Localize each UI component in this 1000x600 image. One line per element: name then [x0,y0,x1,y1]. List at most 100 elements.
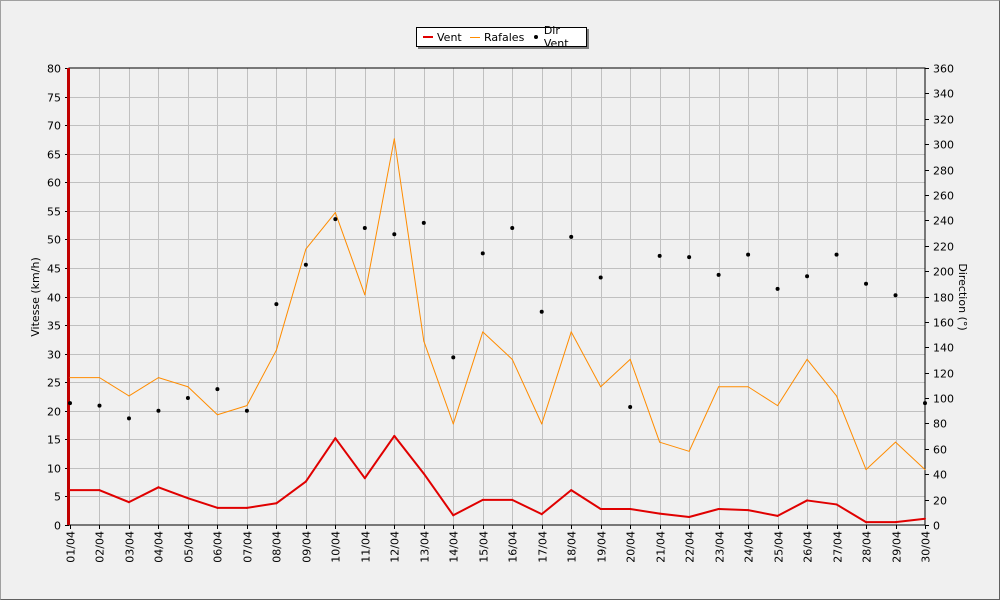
ticks: 0 5 10 15 20 25 30 35 40 45 50 55 60 65 70 75 80 0 20 40 60 8… [47,63,954,563]
y-tick-label: 20 [47,406,61,419]
series-vent-segment [186,497,219,509]
series-rafales-segment [216,405,248,416]
series-rafales-segment [747,386,779,407]
series-dir-vent-point [569,234,574,239]
x-tick-label: 03/04 [124,531,137,563]
x-tick-label: 22/04 [684,531,697,563]
series-dir-vent-point [657,253,662,258]
x-tick-label: 19/04 [596,531,609,563]
series-rafales-segment [157,377,189,388]
x-tick-label: 10/04 [330,531,343,563]
series-vent-segment [511,498,543,516]
x-tick-label: 16/04 [507,531,520,563]
series-vent-segment [658,512,691,519]
x-tick-label: 04/04 [153,531,166,563]
series-dir-vent-point [716,272,721,277]
y-tick-label: 5 [54,491,61,504]
series-vent-segment [157,486,189,500]
series-rafales-segment [305,212,336,250]
series-vent-segment [304,437,337,483]
series-rafales-segment [777,358,808,407]
y-tick-label: 15 [47,434,61,447]
y-tick-label: 80 [47,63,61,76]
y2-tick-label: 60 [933,444,947,457]
y2-tick-label: 40 [933,469,947,482]
series-rafales-segment [511,358,543,425]
x-tick-label: 18/04 [566,531,579,563]
series-dir-vent-point [539,309,544,314]
x-tick-label: 30/04 [920,531,933,563]
y-tick-label: 0 [54,520,61,533]
series-dir-vent-point [185,396,190,401]
y2-axis-title: Direction (°) [956,263,969,330]
y2-tick-label: 280 [933,165,954,178]
series-dir-vent-point [97,403,102,408]
left-axis-bar [67,68,70,525]
y2-tick-label: 260 [933,190,954,203]
series-vent-segment [363,434,396,480]
series [68,138,927,524]
y2-tick-label: 200 [933,266,954,279]
series-dir-vent-point [775,286,780,291]
series-rafales-segment [275,248,307,351]
series-dir-vent-point [510,225,515,230]
x-tick-label: 28/04 [861,531,874,563]
series-rafales-segment [393,138,425,342]
series-rafales-segment [98,377,130,397]
y-tick-label: 30 [47,349,61,362]
y2-tick-label: 340 [933,88,954,101]
series-dir-vent-point [834,252,839,257]
series-vent-segment [747,509,779,517]
series-rafales-segment [570,331,602,388]
y-tick-label: 45 [47,263,61,276]
series-rafales-segment [629,358,661,443]
series-vent-segment [452,498,484,517]
y-tick-label: 65 [47,149,61,162]
series-dir-vent-point [687,255,692,260]
y2-tick-label: 160 [933,317,954,330]
y-tick-label: 55 [47,206,61,219]
series-rafales-segment [482,331,513,360]
series-vent-segment [245,502,278,509]
series-dir-vent-point [303,262,308,267]
x-tick-label: 12/04 [389,531,402,563]
series-vent-segment [393,434,425,475]
y2-tick-label: 80 [933,418,947,431]
legend-label-rafales: Rafales [484,30,525,44]
series-rafales-segment [806,358,838,397]
series-vent-segment [570,489,602,511]
x-tick-label: 13/04 [419,531,432,563]
series-rafales-segment [541,331,572,425]
x-tick-label: 26/04 [802,531,815,563]
series-dir-vent-point [215,387,220,392]
y-tick-label: 75 [47,92,61,105]
x-tick-label: 25/04 [773,531,786,563]
legend-swatch-vent [423,36,433,38]
x-tick-label: 02/04 [94,531,107,563]
series-dir-vent-point [480,251,485,256]
x-tick-label: 06/04 [212,531,225,563]
legend-item-vent: Vent [423,30,462,44]
y2-tick-label: 100 [933,393,954,406]
legend: Vent Rafales Dir Vent [416,24,587,50]
series-rafales-segment [600,358,631,388]
x-tick-label: 08/04 [271,531,284,563]
y2-tick-label: 20 [933,495,947,508]
y2-tick-label: 360 [933,63,954,76]
series-vent-segment [127,486,160,504]
x-tick-label: 20/04 [625,531,638,563]
legend-label-vent: Vent [437,30,462,44]
x-tick-label: 29/04 [891,531,904,563]
series-vent-segment [835,503,868,524]
series-dir-vent-point [392,232,397,237]
series-rafales-segment [836,395,867,471]
series-dir-vent-point [68,401,72,406]
y2-tick-label: 240 [933,215,954,228]
series-dir-vent-point [421,220,426,225]
series-vent-segment [806,499,838,506]
series-vent-segment [894,517,926,524]
series-vent-segment [422,472,455,517]
y-tick-label: 40 [47,292,61,305]
legend-swatch-rafales [470,36,480,38]
series-dir-vent-point [333,217,338,222]
